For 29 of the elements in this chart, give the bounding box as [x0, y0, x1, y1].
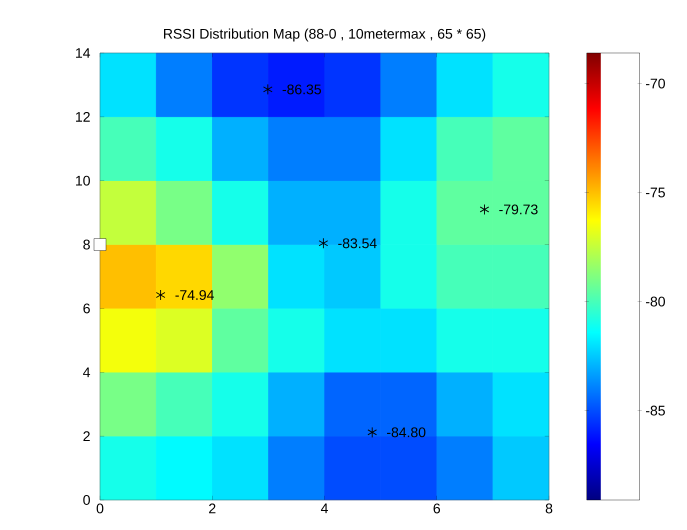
y-tick-label: 12 [76, 112, 90, 122]
x-tick-label: 8 [546, 504, 552, 514]
point [263, 84, 273, 95]
y-tick-label: 2 [83, 431, 90, 442]
point [156, 290, 166, 300]
x-tick-label: 4 [320, 504, 328, 514]
color-bar-label: -85 [646, 406, 665, 416]
annotation: -74.94 [175, 290, 214, 300]
y-tick-label: 6 [83, 303, 90, 314]
color-bar-label: -75 [646, 188, 665, 198]
x-tick-label: 0 [96, 504, 104, 514]
y-tick-label: 14 [76, 48, 90, 58]
y-tick-label: 0 [83, 495, 90, 505]
chart-title: RSSI Distribution Map (88-0 , 10metermax , 65 * 65) [164, 28, 486, 42]
color-bar-label: -80 [646, 296, 665, 307]
point [367, 426, 377, 438]
x-tick-label: 2 [209, 504, 216, 514]
annotation: -83.54 [338, 238, 377, 248]
x-tick-label: 6 [434, 504, 440, 514]
annotation: -86.35 [282, 84, 321, 94]
y-tick-label: 4 [83, 367, 90, 378]
y-tick-label: 8 [83, 240, 90, 250]
point [318, 238, 328, 249]
y-tick-label: 10 [76, 176, 90, 186]
point [94, 238, 106, 251]
point [480, 204, 490, 215]
annotation: -79.73 [499, 204, 538, 214]
annotation: -84.80 [387, 427, 426, 438]
color-bar-label: -70 [646, 78, 665, 88]
